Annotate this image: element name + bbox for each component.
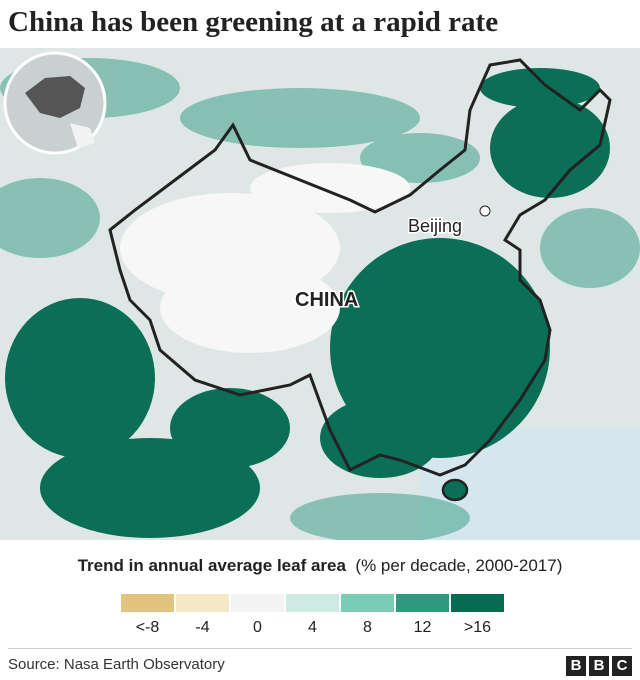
legend-label: 4 [308, 619, 317, 636]
legend-swatch [121, 594, 174, 612]
legend-swatch [176, 594, 229, 612]
hainan [441, 478, 469, 502]
legend-label: <-8 [136, 619, 160, 636]
source: Source: Nasa Earth Observatory [8, 656, 225, 673]
legend-label: 0 [253, 619, 262, 636]
legend-swatch [231, 594, 284, 612]
legend-swatch [286, 594, 339, 612]
legend-label: 8 [363, 619, 372, 636]
legend-swatch [341, 594, 394, 612]
divider [8, 648, 632, 649]
legend-swatch [396, 594, 449, 612]
beijing-marker [479, 205, 491, 217]
logo: B B C [566, 656, 632, 676]
globe-inset [3, 51, 107, 155]
logo-letter: B [589, 656, 609, 676]
legend: <-8 -4 0 4 8 12 >16 [121, 594, 504, 636]
vegetation-dark [5, 68, 610, 538]
country-label: CHINA [295, 289, 358, 311]
legend-title: Trend in annual average leaf area [77, 556, 346, 575]
logo-letter: C [612, 656, 632, 676]
logo-letter: B [566, 656, 586, 676]
legend-heading: Trend in annual average leaf area (% per… [0, 556, 640, 576]
legend-label: -4 [195, 619, 209, 636]
arid-area [120, 163, 410, 353]
legend-subtitle: (% per decade, 2000-2017) [355, 556, 563, 575]
china-border [108, 58, 612, 477]
city-label: Beijing [408, 216, 462, 236]
legend-swatch [451, 594, 504, 612]
title: China has been greening at a rapid rate [8, 6, 499, 38]
map: Beijing CHINA [0, 48, 640, 540]
legend-label: 12 [414, 619, 432, 636]
legend-label: >16 [464, 619, 491, 636]
